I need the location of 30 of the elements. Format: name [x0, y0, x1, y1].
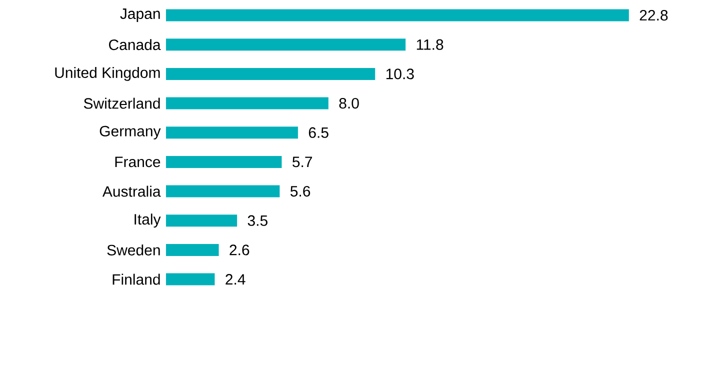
bar [166, 9, 629, 22]
data-label: 10.3 [386, 68, 414, 80]
y-tick-label: Sweden [107, 244, 160, 256]
y-tick-label: France [115, 156, 160, 168]
data-label: 2.4 [226, 274, 246, 285]
y-tick-label: Australia [102, 186, 161, 197]
data-label: 3.5 [248, 215, 268, 226]
data-label: 22.8 [640, 10, 668, 21]
bar [166, 244, 219, 256]
y-tick-label: United Kingdom [55, 66, 160, 81]
data-label: 8.0 [339, 98, 359, 109]
bar [166, 38, 406, 51]
data-label: 11.8 [416, 39, 444, 50]
bar [166, 68, 376, 80]
data-label: 5.6 [290, 186, 310, 197]
y-tick-label: Japan [120, 8, 160, 22]
data-label: 5.7 [292, 156, 312, 168]
data-label: 6.5 [308, 127, 328, 138]
bar [166, 97, 328, 110]
y-tick-label: Germany [100, 126, 161, 140]
bar [166, 273, 215, 286]
bar [166, 156, 282, 168]
y-tick-label: Finland [112, 274, 160, 285]
y-tick-label: Switzerland [84, 98, 160, 109]
bar [166, 126, 298, 139]
bar [166, 185, 280, 198]
data-label: 2.6 [230, 244, 250, 256]
bar [166, 214, 238, 227]
y-tick-label: Italy [134, 214, 161, 228]
y-tick-label: Canada [109, 39, 161, 50]
